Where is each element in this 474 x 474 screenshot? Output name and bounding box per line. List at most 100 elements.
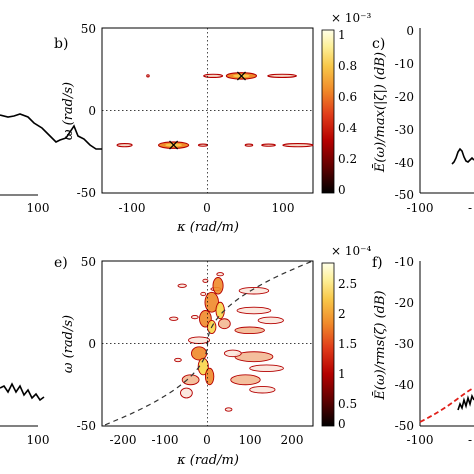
panel-c-xtick-partial: - — [468, 201, 472, 215]
panel-b-ylabel: ω (rad/s) — [61, 82, 76, 140]
panel-b-ridge — [197, 143, 209, 147]
panel-b-ridge-core — [165, 143, 182, 147]
panel-e-colorbar-exponent: × 10⁻⁴ — [331, 244, 371, 258]
panel-e-cbar-tick-1: 1 — [338, 367, 346, 381]
panel-e-contour — [249, 385, 276, 394]
panel-b-cbar-tick-0: 0 — [338, 183, 346, 197]
panel-d-line — [0, 382, 45, 402]
panel-c-ytick-40: -40 — [395, 156, 414, 170]
panel-e-contour — [215, 301, 225, 320]
panel-b-colorbar — [321, 29, 335, 194]
panel-e-contours — [169, 272, 284, 412]
panel-b-peak-marker: × — [235, 66, 248, 85]
panel-e-contour — [204, 291, 219, 313]
panel-c-ylabel: Ē(ω)/max(|ζ|) (dB) — [372, 52, 388, 173]
panel-f-xtick-minus100: -100 — [407, 433, 434, 447]
panel-f-label: f) — [372, 255, 383, 271]
panel-e-contour — [212, 277, 224, 295]
panel-b-cbar-tick-04: 0.4 — [338, 121, 357, 135]
panel-e-contour — [257, 316, 284, 325]
panel-e-contour — [197, 357, 209, 376]
panel-e-contour — [216, 272, 224, 277]
panel-b-ridge — [203, 73, 224, 79]
panel-d: 100 — [0, 382, 50, 447]
panel-e-contour — [249, 364, 284, 373]
panel-c: c) 0 -10 -20 -30 -40 -50 -100 - Ē(ω)/max… — [372, 24, 474, 215]
panel-e-ylabel: ω (rad/s) — [61, 315, 76, 373]
panel-e-ytick-0: 0 — [88, 337, 96, 351]
panel-f-fit-line — [419, 387, 474, 423]
panel-e-contour — [191, 346, 208, 361]
panel-b-ridge — [244, 143, 254, 147]
panel-b-xtick-100: 100 — [272, 201, 295, 215]
panel-f: f) -10 -20 -30 -40 -50 -100 - Ē(ω)/rms(ζ… — [372, 255, 474, 447]
panel-e-contour — [188, 336, 211, 344]
panel-b-ridge — [116, 142, 133, 148]
panel-c-label: c) — [372, 36, 385, 52]
panel-e-cbar-tick-0: 0 — [338, 417, 346, 431]
panel-f-ytick-40: -40 — [395, 378, 414, 392]
panel-e-xtick-100: 100 — [239, 433, 262, 447]
panel-c-ytick-0: 0 — [406, 24, 414, 38]
panel-b-xlabel: κ (rad/m) — [176, 220, 239, 235]
panel-b-cbar-tick-02: 0.2 — [338, 152, 357, 166]
panel-e-xtick-minus100: -100 — [152, 433, 179, 447]
panel-e-contour — [224, 407, 233, 412]
panel-e-xtick-200: 200 — [281, 433, 304, 447]
panel-b-ytick-50: 50 — [81, 22, 96, 36]
panel-b-ridge — [146, 74, 150, 78]
panel-e: e) 50 0 -50 -200 -100 0 100 200 κ (rad/m… — [54, 244, 371, 468]
panel-e-contour — [230, 374, 261, 386]
panel-e-contour — [180, 387, 193, 399]
panel-b-cbar-tick-08: 0.8 — [338, 59, 357, 73]
panel-b: b) × × 50 0 -50 -100 0 100 κ (rad/m) ω (r… — [54, 11, 371, 235]
panel-b-ridge-core — [233, 74, 250, 78]
panel-b-cbar-tick-06: 0.6 — [338, 90, 357, 104]
panel-d-xtick: 100 — [27, 433, 50, 447]
panel-b-xtick-0: 0 — [203, 201, 211, 215]
panel-b-ridges — [116, 72, 314, 149]
panel-b-xtick-minus100: -100 — [119, 201, 146, 215]
panel-b-ridge — [282, 142, 314, 148]
panel-e-cbar-tick-15: 1.5 — [338, 337, 357, 351]
panel-e-contour — [169, 316, 179, 321]
panel-e-contour — [202, 278, 209, 283]
panel-e-xtick-0: 0 — [203, 433, 211, 447]
panel-f-ylabel: Ē(ω)/rms(ζ) (dB) — [372, 290, 388, 400]
panel-e-contour — [200, 291, 207, 297]
panel-c-ytick-50: -50 — [395, 188, 414, 202]
panel-e-contour — [238, 286, 270, 295]
panel-e-contour — [177, 283, 187, 288]
panel-e-cbar-tick-25: 2.5 — [338, 277, 357, 291]
panel-f-xtick-partial: - — [468, 433, 472, 447]
panel-f-line — [457, 393, 474, 411]
panel-b-cbar-tick-1: 1 — [338, 28, 346, 42]
panel-f-ytick-50: -50 — [395, 419, 414, 433]
panel-e-xtick-minus200: -200 — [110, 433, 137, 447]
panel-b-ytick-0: 0 — [88, 104, 96, 118]
panel-b-ridge — [267, 73, 297, 79]
panel-c-ytick-10: -10 — [395, 57, 414, 71]
panel-e-contour — [234, 326, 265, 335]
panel-e-contour — [174, 357, 182, 363]
panel-b-ytick-minus50: -50 — [77, 186, 96, 200]
panel-e-contour — [236, 306, 272, 315]
panel-b-ridge — [261, 143, 276, 147]
panel-c-ytick-20: -20 — [395, 90, 414, 104]
panel-b-peak-marker: × — [167, 135, 180, 154]
panel-b-label: b) — [54, 36, 68, 52]
panel-e-cbar-tick-2: 2 — [338, 307, 346, 321]
panel-e-contour — [218, 318, 231, 330]
panel-b-colorbar-exponent: × 10⁻³ — [331, 11, 371, 25]
panel-e-contour — [191, 315, 199, 320]
panel-e-ytick-minus50: -50 — [77, 419, 96, 433]
panel-e-ytick-50: 50 — [81, 255, 96, 269]
panel-f-ytick-20: -20 — [395, 296, 414, 310]
panel-e-contour — [204, 367, 215, 386]
panel-e-colorbar — [321, 262, 335, 427]
panel-e-cbar-tick-05: 0.5 — [338, 397, 357, 411]
panel-a-xtick: 100 — [27, 201, 50, 215]
panel-e-xlabel: κ (rad/m) — [176, 453, 239, 468]
panel-f-ytick-10: -10 — [395, 255, 414, 269]
